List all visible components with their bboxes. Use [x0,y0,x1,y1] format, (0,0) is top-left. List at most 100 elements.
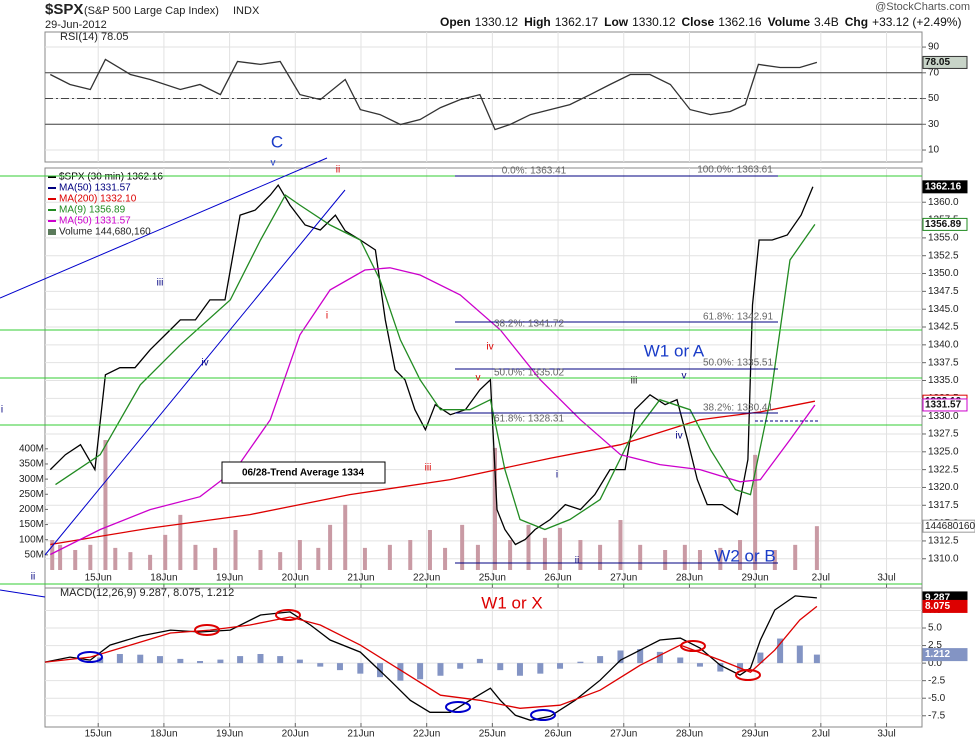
y-tick-label: 1350.0 [928,268,959,279]
series-line [44,595,817,721]
histogram-bar [437,663,444,676]
histogram-bar [357,663,364,674]
series-line [50,400,816,546]
x-tick-label: 27Jun [610,573,637,584]
quote-bar: Open 1330.12 High 1362.17 Low 1330.12 Close 136… [434,15,961,29]
volume-bar [663,550,668,570]
volume-bar [793,544,798,570]
quote-value: +33.12 (+2.49%) [872,15,962,29]
histogram-bar [336,663,343,671]
volume-bar [213,547,218,570]
histogram-bar [557,663,564,669]
legend-swatch [48,176,56,178]
value-tag-label: 78.05 [925,57,950,68]
quote-label: Volume [767,15,811,29]
x-tick-label: 3Jul [877,729,895,740]
trend-line [0,589,46,598]
y-tick-label: 90 [928,42,940,53]
value-tag [922,398,968,412]
volume-bar [814,526,819,570]
volume-bar [718,547,723,570]
histogram-bar [577,661,584,664]
y-tick-label: -5.0 [928,693,946,704]
value-tag-label: 9.287 [925,593,950,604]
legend-label: MA(9) 1356.89 [59,205,126,216]
histogram-bar [177,658,184,664]
volume-bar [178,514,183,570]
histogram-bar [156,656,163,664]
volume-tick-label: 100M [19,534,44,545]
volume-bar [50,540,55,570]
quote-label: High [524,15,551,29]
legend-swatch [48,220,56,222]
y-tick-label: 1330.0 [928,411,959,422]
annotation: iii [425,463,432,474]
y-tick-label: 1322.5 [928,464,959,475]
y-tick-label: 1310.0 [928,553,959,564]
x-tick-label: 3Jul [877,573,895,584]
legend-label: MA(50) 1331.57 [59,183,131,194]
x-tick-label: 25Jun [479,573,506,584]
histogram-bar [597,656,604,664]
histogram-bar [317,663,324,667]
y-tick-label: 1312.5 [928,536,959,547]
y-tick-label: 1320.0 [928,482,959,493]
x-tick-label: 21Jun [347,729,374,740]
y-tick-label: 1347.5 [928,286,959,297]
volume-tick-label: 250M [19,489,44,500]
legend-label: $SPX (30 min) 1362.16 [59,172,163,183]
quote-value: 1362.16 [718,15,762,29]
x-tick-label: 26Jun [544,573,571,584]
highlight-ellipse [275,609,301,621]
legend-label: Volume 144,680,160 [59,227,151,238]
histogram-bar [677,657,684,664]
quote-label: Chg [844,15,869,29]
value-tag [922,180,968,194]
volume-bar [492,447,497,570]
x-tick-label: 29Jun [742,573,769,584]
histogram-bar [116,653,123,664]
volume-tick-label: 350M [19,459,44,470]
x-tick-label: 18Jun [150,573,177,584]
x-tick-label: 20Jun [282,729,309,740]
series-line [49,183,814,546]
volume-bar [233,530,238,570]
annotation: v [682,371,687,382]
y-tick-label: 1335.0 [928,375,959,386]
volume-bar [542,537,547,570]
legend-label: MA(50) 1331.57 [59,216,131,227]
exchange: INDX [233,5,260,17]
value-tag [922,217,968,231]
x-tick-label: 2Jul [812,573,830,584]
volume-tick-label: 200M [19,504,44,515]
x-tick-label: 19Jun [216,573,243,584]
volume-bar [316,547,321,570]
histogram-bar [696,663,703,667]
histogram-bar [637,649,644,664]
symbol: $SPX [45,1,83,18]
histogram-bar [476,658,483,664]
annotation: 38.2%: 1341.72 [494,319,564,330]
index-name: (S&P 500 Large Cap Index) [84,5,219,17]
date: 29-Jun-2012 [45,19,107,31]
histogram-bar [217,659,224,664]
y-tick-label: -7.5 [928,710,946,721]
y-tick-label: 30 [928,119,940,130]
annotation: W1 or X [481,593,542,612]
panel-title: MACD(12,26,9) 9.287, 8.075, 1.212 [60,587,234,599]
histogram-bar [237,656,244,664]
volume-tick-label: 50M [25,549,44,560]
value-tag-label: 8.075 [925,601,950,612]
volume-bar [73,550,78,570]
volume-bar [163,534,168,570]
histogram-bar [796,645,803,664]
volume-bar [738,540,743,570]
quote-value: 1330.12 [474,15,519,29]
volume-bar [128,552,133,570]
x-tick-label: 21Jun [347,573,374,584]
annotation: C [271,132,283,151]
trend-line [44,189,346,556]
quote-label: Low [604,15,629,29]
x-tick-label: 25Jun [479,729,506,740]
x-tick-label: 27Jun [610,729,637,740]
